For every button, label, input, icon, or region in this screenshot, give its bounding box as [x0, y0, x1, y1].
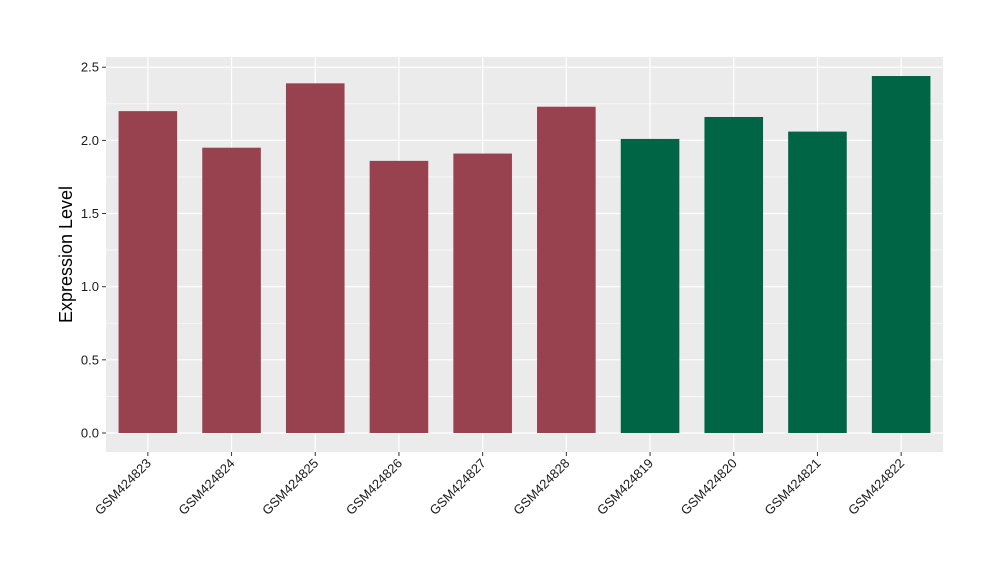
x-axis: GSM424823 GSM424824 GSM424825 GSM424826 GSM4… [92, 452, 907, 518]
bar-GSM424824 [202, 147, 261, 433]
bar-GSM424823 [118, 111, 178, 433]
y-tick-label: 1.5 [81, 206, 99, 221]
x-tick-label: GSM424819 [594, 456, 656, 518]
bar-GSM424827 [453, 153, 512, 433]
x-tick-label: GSM424820 [678, 456, 740, 518]
x-tick-label: GSM424822 [845, 456, 907, 518]
bar-GSM424820 [704, 116, 764, 433]
x-tick-label: GSM424827 [427, 456, 489, 518]
x-tick-label: GSM424823 [92, 456, 154, 518]
bar-GSM424819 [620, 138, 680, 433]
y-tick-label: 2.5 [81, 60, 99, 75]
y-axis-title: Expression Level [56, 186, 76, 323]
bar-GSM424828 [537, 106, 596, 433]
y-tick-label: 1.0 [81, 279, 99, 294]
x-tick-label: GSM424824 [175, 456, 237, 518]
x-tick-label: GSM424821 [761, 456, 823, 518]
x-tick-label: GSM424826 [343, 456, 405, 518]
y-tick-label: 0.0 [81, 425, 99, 440]
y-tick-label: 0.5 [81, 352, 99, 367]
bar-GSM424826 [369, 160, 429, 433]
y-axis: 0.0 0.5 1.0 1.5 2.0 2.5 [81, 60, 106, 440]
bar-GSM424821 [788, 131, 847, 433]
x-tick-label: GSM424825 [259, 456, 321, 518]
bars [118, 76, 931, 433]
x-tick-label: GSM424828 [510, 456, 572, 518]
y-tick-label: 2.0 [81, 133, 99, 148]
bar-GSM424822 [871, 76, 931, 433]
bar-GSM424825 [285, 83, 345, 433]
